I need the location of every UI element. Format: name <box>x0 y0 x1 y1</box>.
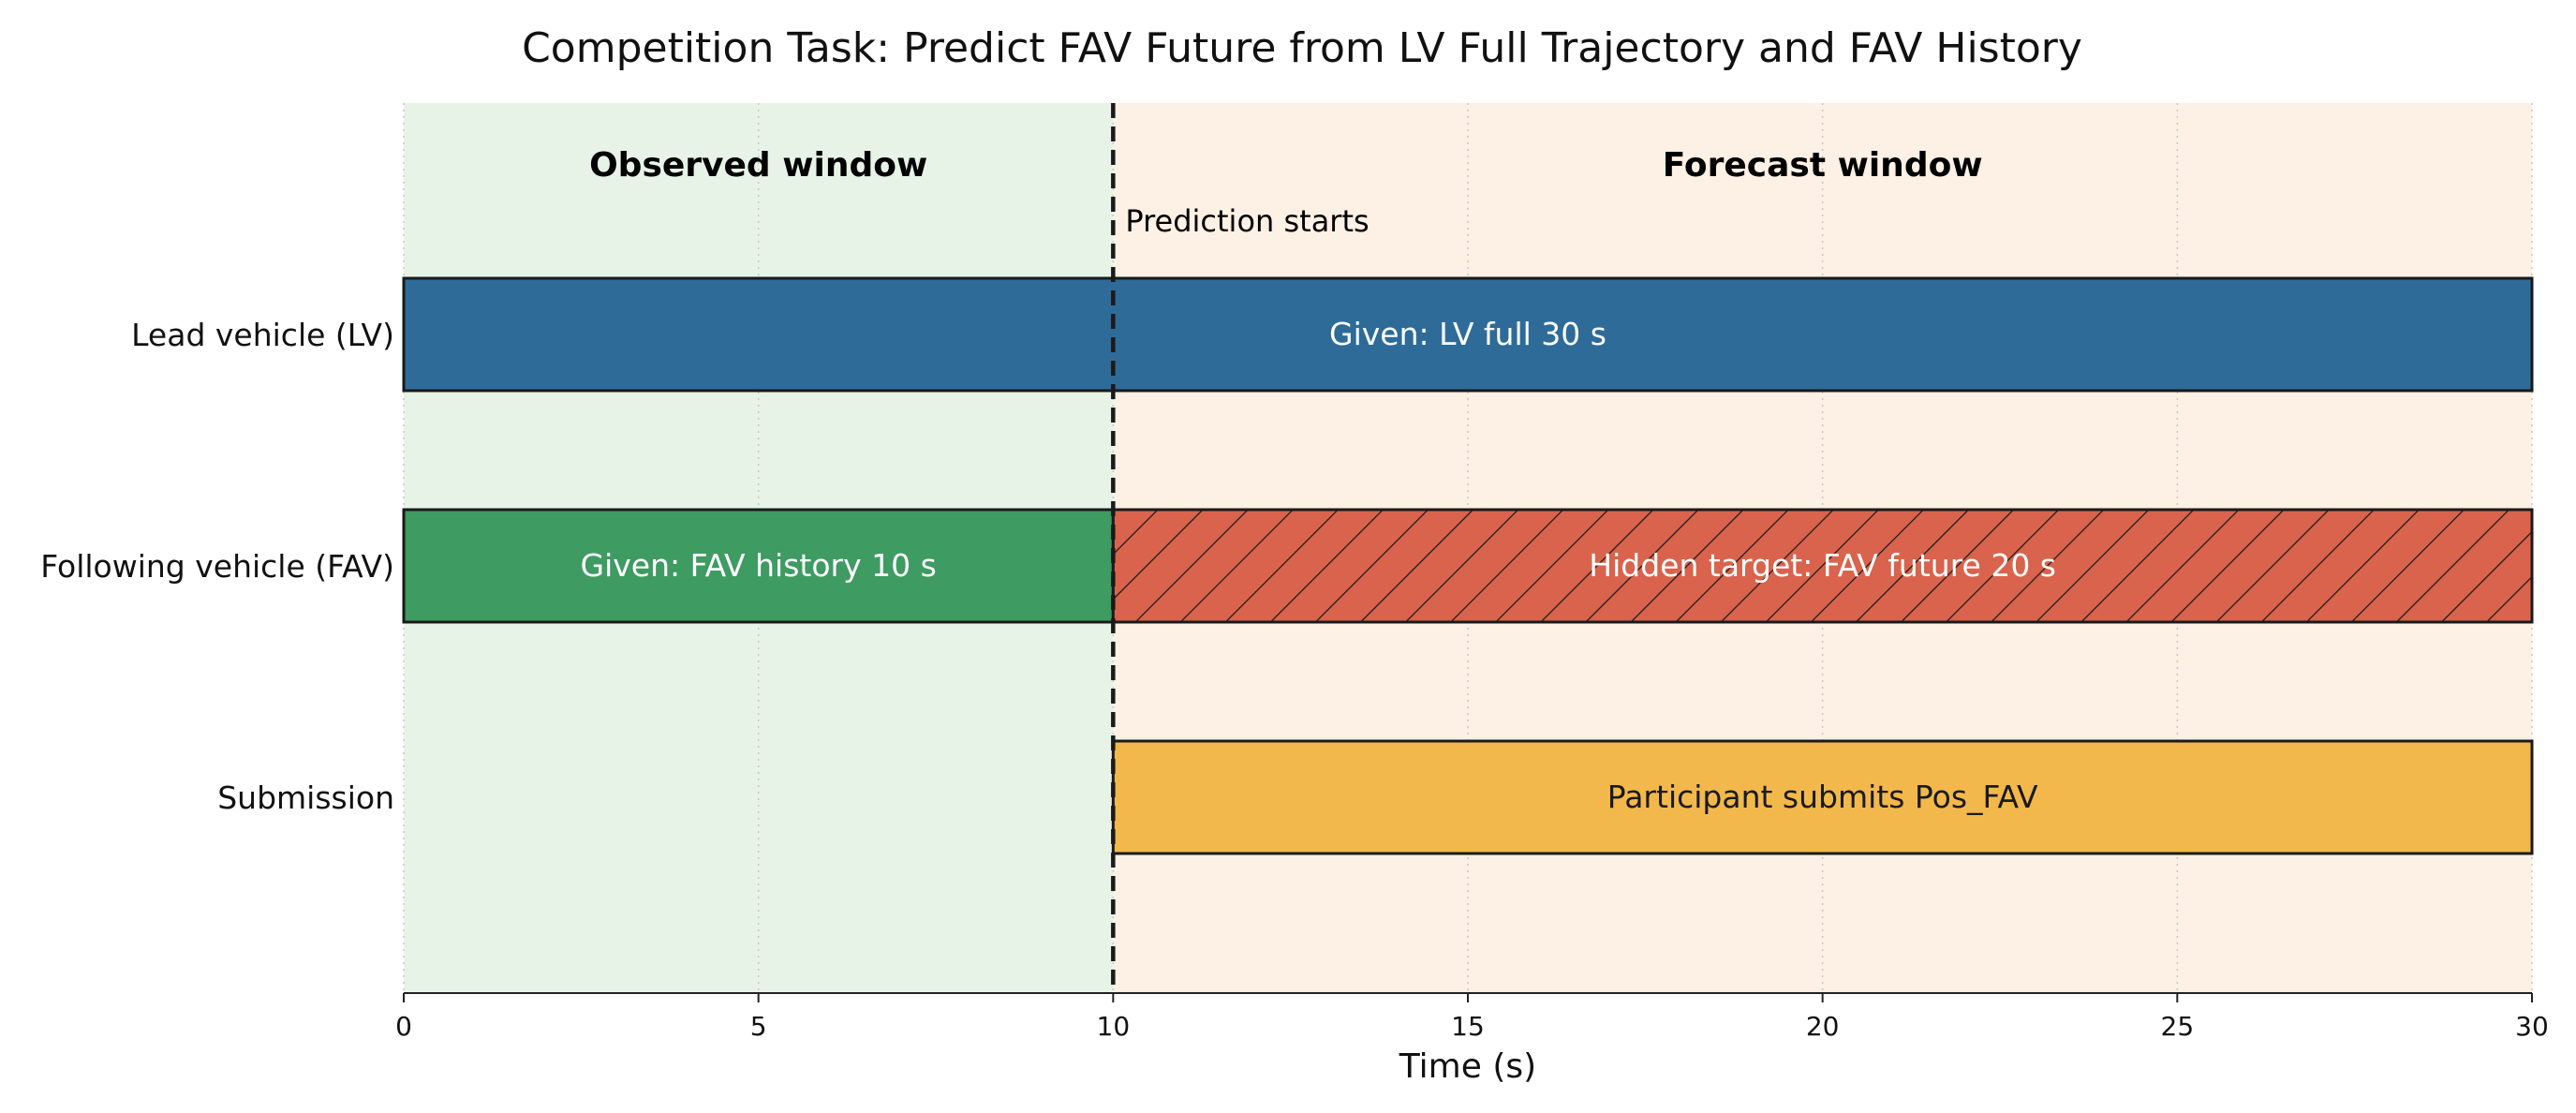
bar-hatch-2 <box>1113 510 2532 622</box>
x-tick-label-5: 25 <box>2161 1011 2195 1042</box>
row-label-2: Submission <box>217 779 394 816</box>
bar-label-2: Hidden target: FAV future 20 s <box>1589 547 2056 584</box>
labels: Observed window Forecast window Lead vehic… <box>40 146 1982 816</box>
x-tick-label-4: 20 <box>1806 1011 1840 1042</box>
bar-outline-3 <box>1111 739 2534 855</box>
x-tick-label-6: 30 <box>2515 1011 2549 1042</box>
bar-3 <box>1113 741 2532 853</box>
bar-outline-2 <box>1111 508 2534 624</box>
row-label-0: Lead vehicle (LV) <box>131 317 394 353</box>
x-tick-label-2: 10 <box>1097 1011 1131 1042</box>
x-axis: Time (s) 0 5 10 15 20 25 30 <box>395 992 2549 1086</box>
row-label-1: Following vehicle (FAV) <box>40 548 394 585</box>
region-label-forecast: Forecast window <box>1663 146 1983 185</box>
bar-0 <box>404 278 2532 391</box>
region-label-observed: Observed window <box>589 146 927 185</box>
x-tick-label-0: 0 <box>395 1011 412 1042</box>
x-axis-label: Time (s) <box>1399 1047 1536 1086</box>
prediction-start-label: Prediction starts <box>1125 203 1369 239</box>
x-tick-label-1: 5 <box>750 1011 767 1042</box>
bar-label-3: Participant submits Pos_FAV <box>1607 779 2038 815</box>
bar-label-0: Given: LV full 30 s <box>1329 316 1606 352</box>
bars: Given: LV full 30 s Given: FAV history 10… <box>402 276 2534 855</box>
x-tick-label-3: 15 <box>1451 1011 1485 1042</box>
bar-outline-0 <box>402 276 2534 393</box>
chart-title: Competition Task: Predict FAV Future fro… <box>522 24 2082 72</box>
bar-1 <box>404 510 1114 622</box>
bar-label-1: Given: FAV history 10 s <box>581 547 937 584</box>
